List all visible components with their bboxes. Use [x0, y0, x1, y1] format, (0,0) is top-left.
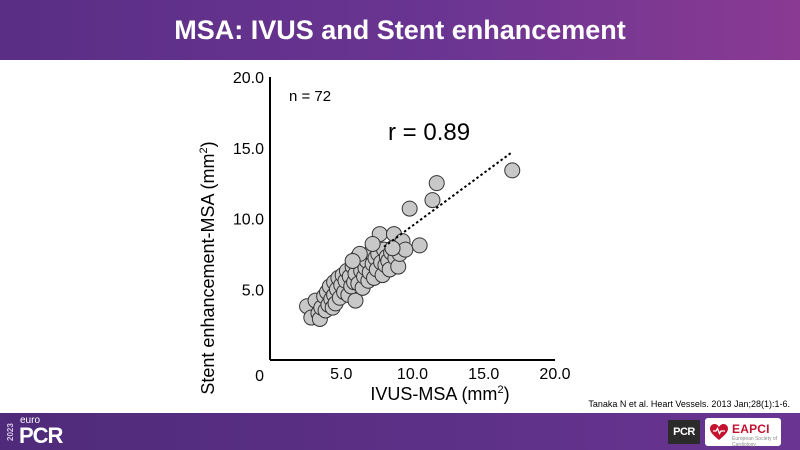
- data-point: [411, 237, 428, 254]
- europcr-logo: 2023 euro PCR: [4, 415, 94, 448]
- y-tick-label: 5.0: [242, 282, 264, 299]
- data-point: [424, 192, 441, 209]
- origin-label: 0: [255, 368, 264, 385]
- data-point: [428, 175, 445, 192]
- y-tick-label: 10.0: [233, 212, 264, 229]
- correlation-annotation: r = 0.89: [388, 119, 470, 146]
- data-point: [401, 200, 418, 217]
- x-axis-label-text: IVUS-MSA (mm: [370, 384, 497, 404]
- scatter-chart: 5.0 10.0 15.0 20.0 5.0 10.0 15.0 20.0 0 n = 72 r…: [198, 70, 571, 404]
- x-tick-label: 5.0: [330, 366, 352, 383]
- x-axis-label-sup: 2: [497, 384, 503, 396]
- pcr-badge: PCR: [668, 420, 700, 444]
- data-points: [299, 162, 521, 327]
- y-axis-label-text: Stent enhancement-MSA (mm: [198, 154, 218, 395]
- x-tick-label: 15.0: [468, 366, 499, 383]
- x-tick-label: 10.0: [397, 366, 428, 383]
- y-tick-label: 20.0: [233, 70, 264, 87]
- data-point: [504, 162, 521, 179]
- y-axis-label-suffix: ): [198, 141, 218, 147]
- sample-size-annotation: n = 72: [289, 88, 331, 105]
- eapci-label: EAPCI: [732, 422, 770, 436]
- slide-title: MSA: IVUS and Stent enhancement: [174, 14, 626, 45]
- x-axis-label: IVUS-MSA (mm2): [370, 384, 509, 404]
- eapci-sublabel: European Society of Cardiology: [732, 436, 778, 448]
- y-tick-label: 15.0: [233, 141, 264, 158]
- brand-name: PCR: [19, 423, 63, 448]
- regression-line: [383, 151, 513, 248]
- heart-icon: [710, 424, 728, 440]
- brand-prefix: euro: [20, 415, 41, 426]
- data-point: [347, 292, 364, 309]
- eapci-badge: EAPCI European Society of Cardiology: [705, 418, 781, 448]
- brand-year: 2023: [6, 423, 15, 442]
- footer-bar: 2023 euro PCR PCR EAPCI European Society…: [0, 413, 800, 450]
- data-point: [344, 252, 361, 269]
- y-axis-label-sup: 2: [198, 147, 210, 153]
- y-axis-label: Stent enhancement-MSA (mm2): [198, 141, 218, 394]
- data-point: [364, 235, 381, 252]
- title-bar: MSA: IVUS and Stent enhancement: [0, 0, 800, 60]
- citation: Tanaka N et al. Heart Vessels. 2013 Jan;…: [588, 399, 790, 409]
- chart-axes: 5.0 10.0 15.0 20.0 5.0 10.0 15.0 20.0 0: [233, 70, 571, 385]
- x-axis-label-suffix: ): [504, 384, 510, 404]
- x-tick-label: 20.0: [539, 366, 570, 383]
- data-point: [384, 240, 401, 257]
